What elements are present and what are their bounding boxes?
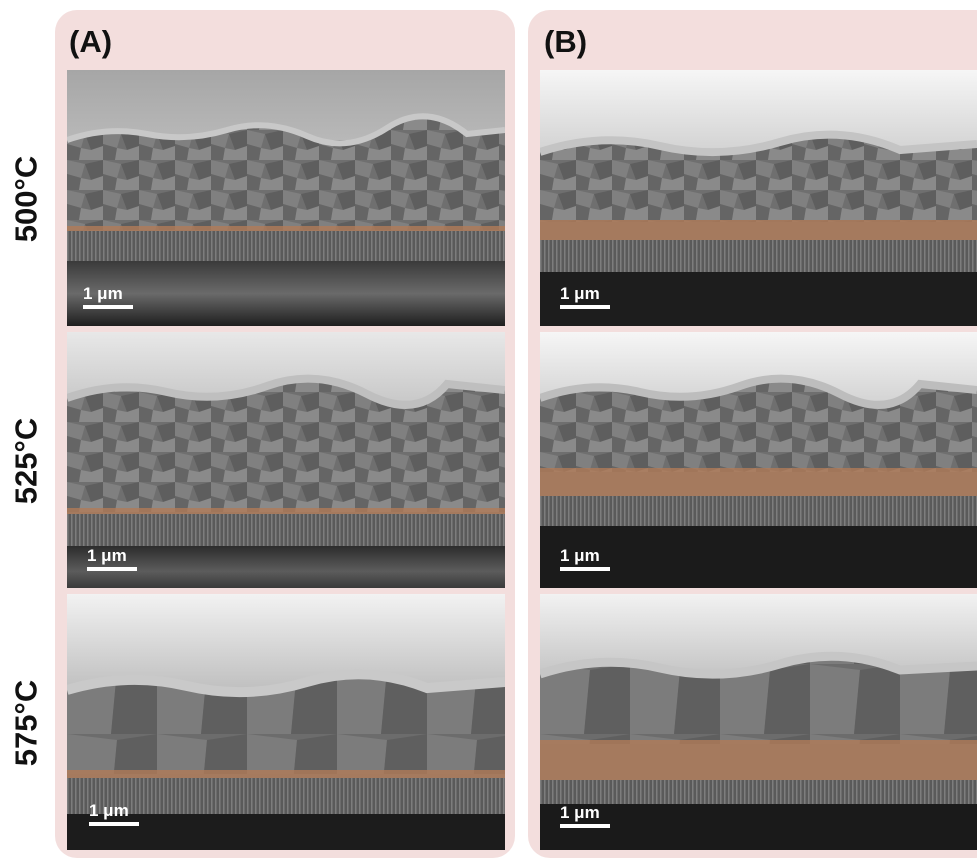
row-label-500: 500°C	[8, 155, 44, 243]
scale-bar-b-575: 1 μm	[560, 804, 610, 828]
scale-bar-a-575: 1 μm	[89, 802, 139, 826]
panel-b-title: (B)	[544, 24, 588, 59]
sem-cross-section	[540, 70, 977, 326]
sem-cross-section	[67, 594, 505, 850]
sem-image-b-500: 1 μm	[540, 70, 977, 326]
sem-image-b-525: 1 μm	[540, 332, 977, 588]
row-label-525: 525°C	[8, 417, 44, 505]
sem-cross-section	[67, 70, 505, 326]
sem-cross-section	[540, 594, 977, 850]
row-label-575: 575°C	[8, 679, 44, 767]
scale-bar-a-500: 1 μm	[83, 285, 133, 309]
scale-bar-a-525: 1 μm	[87, 547, 137, 571]
sem-image-b-575: 1 μm	[540, 594, 977, 850]
scale-bar-b-500: 1 μm	[560, 285, 610, 309]
sem-image-a-500: 1 μm	[67, 70, 505, 326]
sem-image-a-575: 1 μm	[67, 594, 505, 850]
sem-cross-section	[540, 332, 977, 588]
scale-bar-b-525: 1 μm	[560, 547, 610, 571]
sem-cross-section	[67, 332, 505, 588]
sem-image-a-525: 1 μm	[67, 332, 505, 588]
panel-a-title: (A)	[69, 24, 113, 59]
